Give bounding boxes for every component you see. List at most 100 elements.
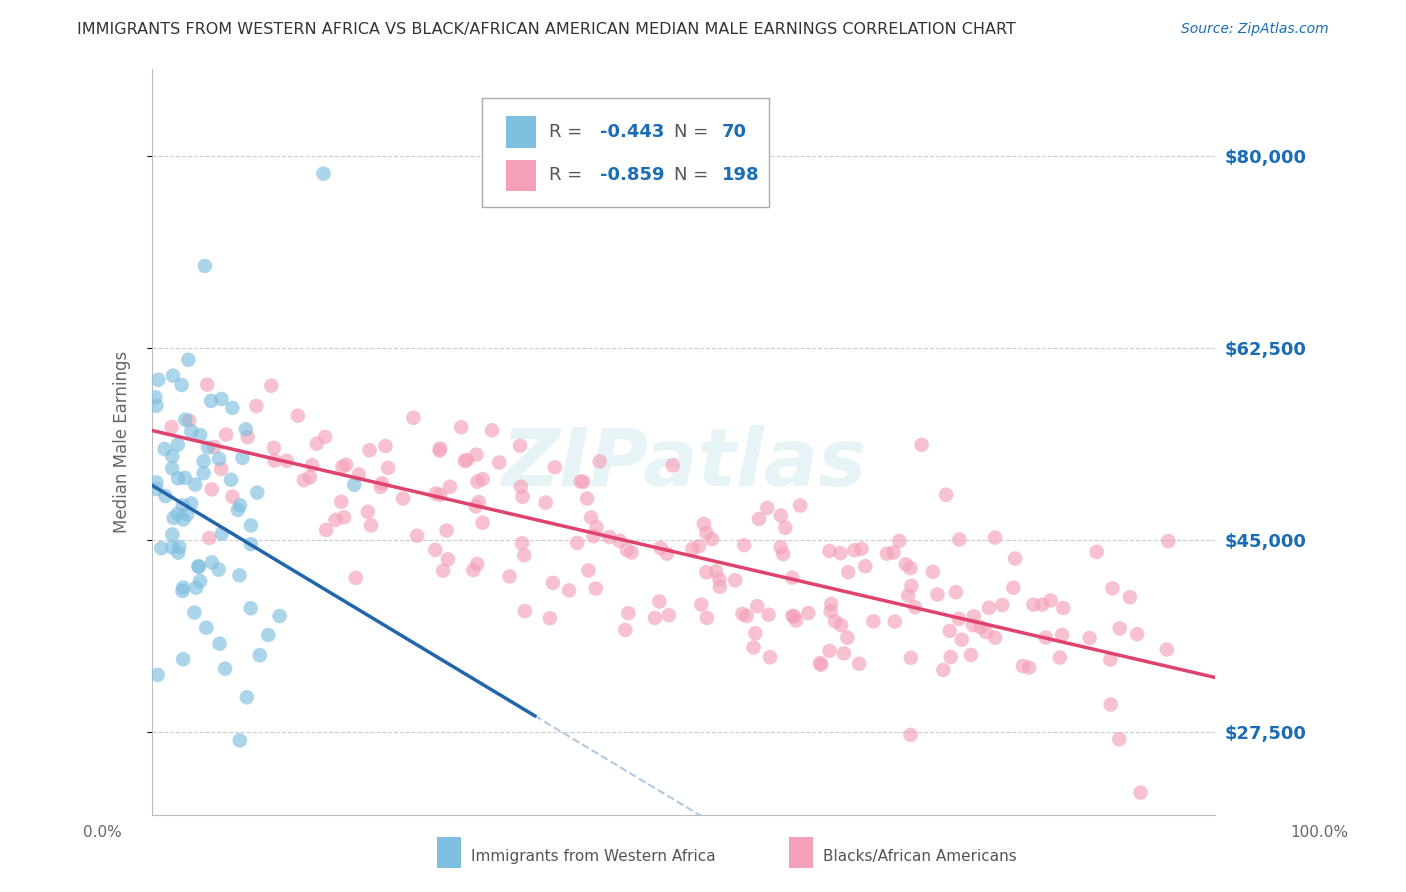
Text: Source: ZipAtlas.com: Source: ZipAtlas.com <box>1181 22 1329 37</box>
Point <box>162 449 184 463</box>
Point <box>1099 652 1122 666</box>
Point <box>569 475 592 489</box>
Point <box>343 477 366 491</box>
Point <box>429 442 451 456</box>
Point <box>208 637 231 651</box>
Point <box>221 401 243 415</box>
Text: 0.0%: 0.0% <box>83 825 122 839</box>
Point <box>948 533 970 547</box>
Point <box>231 450 253 465</box>
Point <box>360 518 382 533</box>
Point <box>226 503 249 517</box>
Point <box>170 378 193 392</box>
Point <box>425 543 447 558</box>
Point <box>249 648 271 663</box>
Point <box>179 414 201 428</box>
Point <box>695 566 717 580</box>
Text: IMMIGRANTS FROM WESTERN AFRICA VS BLACK/AFRICAN AMERICAN MEDIAN MALE EARNINGS CO: IMMIGRANTS FROM WESTERN AFRICA VS BLACK/… <box>77 22 1017 37</box>
Text: ZIPatlas: ZIPatlas <box>501 425 866 503</box>
Point <box>260 378 283 392</box>
Point <box>221 490 243 504</box>
Point <box>1157 534 1180 549</box>
Point <box>276 454 298 468</box>
Point <box>437 552 460 566</box>
Point <box>193 466 215 480</box>
Point <box>589 454 612 468</box>
Point <box>292 473 315 487</box>
Point <box>467 475 489 489</box>
Point <box>789 499 811 513</box>
Point <box>991 598 1014 612</box>
Point <box>830 546 852 560</box>
Point <box>984 531 1007 545</box>
Point <box>163 511 186 525</box>
Point <box>844 543 866 558</box>
Point <box>432 564 454 578</box>
Point <box>510 480 533 494</box>
Point <box>1031 598 1053 612</box>
Point <box>576 564 599 578</box>
Point <box>377 460 399 475</box>
Point <box>370 480 392 494</box>
Point <box>932 663 955 677</box>
Text: Blacks/African Americans: Blacks/African Americans <box>823 849 1017 863</box>
Point <box>1052 601 1074 615</box>
Point <box>747 599 769 614</box>
Point <box>325 513 347 527</box>
Point <box>950 632 973 647</box>
Point <box>172 581 194 595</box>
Point <box>214 662 236 676</box>
Point <box>436 524 458 538</box>
Text: 198: 198 <box>721 166 759 185</box>
Point <box>239 537 262 551</box>
Point <box>541 575 564 590</box>
Point <box>456 453 478 467</box>
Point <box>709 580 731 594</box>
Point <box>769 540 792 554</box>
Point <box>1119 591 1142 605</box>
Point <box>155 489 177 503</box>
Point <box>146 668 169 682</box>
Point <box>1049 650 1071 665</box>
Point <box>510 536 533 550</box>
Point <box>371 476 394 491</box>
Point <box>429 488 451 502</box>
Point <box>513 549 536 563</box>
Point <box>1039 593 1062 607</box>
Point <box>567 536 589 550</box>
Point <box>374 439 396 453</box>
Point <box>848 657 870 671</box>
Point <box>269 609 291 624</box>
Point <box>464 500 486 514</box>
Point <box>463 563 485 577</box>
Point <box>195 621 218 635</box>
Point <box>180 424 202 438</box>
Point <box>344 571 367 585</box>
Point <box>402 410 425 425</box>
Point <box>439 480 461 494</box>
Text: -0.443: -0.443 <box>599 123 664 141</box>
Point <box>818 644 841 658</box>
Point <box>219 473 242 487</box>
Point <box>731 607 754 621</box>
Text: N =: N = <box>673 166 714 185</box>
Point <box>406 529 429 543</box>
Point <box>572 475 595 489</box>
Point <box>876 547 898 561</box>
Point <box>1126 627 1149 641</box>
Point <box>1050 628 1073 642</box>
Point <box>775 521 797 535</box>
Point <box>962 618 984 632</box>
Point <box>208 563 231 577</box>
Point <box>1078 631 1101 645</box>
Point <box>1129 786 1152 800</box>
Point <box>889 533 911 548</box>
Point <box>759 650 782 665</box>
Point <box>534 495 557 509</box>
Point <box>1108 732 1130 747</box>
Point <box>215 427 238 442</box>
Point <box>347 467 370 482</box>
Point <box>357 505 380 519</box>
Point <box>209 462 232 476</box>
Point <box>883 615 905 629</box>
